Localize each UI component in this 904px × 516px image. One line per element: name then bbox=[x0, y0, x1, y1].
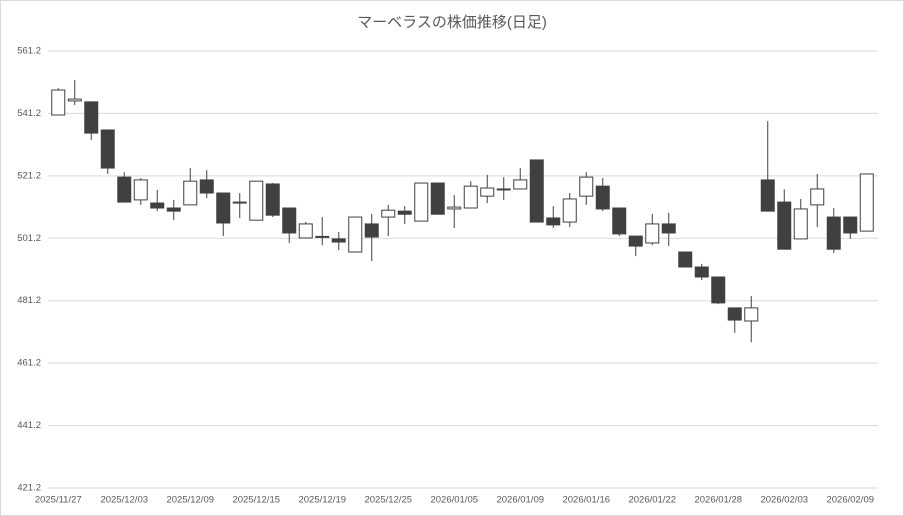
candle-body bbox=[513, 179, 528, 190]
candle-body bbox=[496, 188, 511, 191]
candle-body bbox=[579, 176, 594, 197]
candle-body bbox=[546, 217, 561, 226]
candle-body bbox=[265, 183, 280, 216]
candle-body bbox=[133, 179, 148, 201]
candle-body bbox=[216, 192, 231, 224]
x-tick-label: 2025/11/27 bbox=[35, 495, 82, 506]
candle-body bbox=[51, 89, 66, 116]
candle-body bbox=[447, 206, 462, 210]
candle-body bbox=[414, 182, 429, 222]
candle-body bbox=[562, 198, 577, 223]
candle-body bbox=[628, 235, 643, 247]
candle-body bbox=[777, 201, 792, 250]
candle-body bbox=[100, 129, 115, 169]
candle-body bbox=[843, 216, 858, 234]
x-tick-label: 2025/12/15 bbox=[232, 495, 280, 506]
candle-body bbox=[612, 207, 627, 235]
chart-title: マーベラスの株価推移(日足) bbox=[357, 14, 547, 31]
candle-body bbox=[232, 201, 247, 204]
x-tick-label: 2025/12/09 bbox=[166, 495, 214, 506]
x-tick-label: 2026/02/03 bbox=[760, 495, 808, 506]
candle-body bbox=[298, 223, 313, 239]
candle-body bbox=[381, 209, 396, 218]
candle-body bbox=[397, 210, 412, 215]
candle-body bbox=[282, 207, 297, 234]
candle-body bbox=[166, 207, 181, 212]
candle-body bbox=[661, 223, 676, 234]
candle-body bbox=[678, 251, 693, 268]
candle-body bbox=[826, 216, 841, 250]
y-tick-label: 461.2 bbox=[17, 358, 41, 369]
candle-body bbox=[529, 159, 544, 223]
candle-body bbox=[150, 202, 165, 209]
candle-body bbox=[331, 238, 346, 243]
candle-body bbox=[810, 188, 825, 206]
candle-body bbox=[694, 266, 709, 278]
x-tick-label: 2026/01/22 bbox=[628, 495, 676, 506]
candle-body bbox=[793, 208, 808, 240]
candle-body bbox=[199, 179, 214, 194]
y-tick-label: 481.2 bbox=[17, 295, 41, 306]
candle-body bbox=[744, 307, 759, 322]
candle-body bbox=[249, 180, 264, 221]
y-tick-label: 521.2 bbox=[17, 170, 41, 181]
candle-body bbox=[430, 182, 445, 215]
candle-body bbox=[645, 223, 660, 244]
candle-body bbox=[315, 235, 330, 238]
candle-body bbox=[84, 101, 99, 134]
x-tick-label: 2026/02/09 bbox=[826, 495, 874, 506]
candle-body bbox=[463, 185, 478, 209]
x-tick-label: 2026/01/28 bbox=[694, 495, 742, 506]
x-tick-label: 2025/12/03 bbox=[100, 495, 148, 506]
candle-body bbox=[711, 276, 726, 304]
x-tick-label: 2025/12/25 bbox=[364, 495, 412, 506]
candle-body bbox=[595, 185, 610, 210]
y-tick-label: 561.2 bbox=[17, 46, 41, 57]
candle-body bbox=[859, 173, 874, 232]
candle-body bbox=[183, 180, 198, 206]
x-tick-label: 2026/01/16 bbox=[562, 495, 610, 506]
candle-body bbox=[364, 223, 379, 238]
y-tick-label: 541.2 bbox=[17, 108, 41, 119]
x-tick-label: 2026/01/05 bbox=[430, 495, 478, 506]
x-tick-label: 2026/01/09 bbox=[496, 495, 544, 506]
y-tick-label: 421.2 bbox=[17, 483, 41, 494]
candle-body bbox=[480, 187, 495, 197]
candle-body bbox=[117, 176, 132, 203]
candle-body bbox=[348, 216, 363, 253]
candle-body bbox=[727, 307, 742, 321]
y-tick-label: 441.2 bbox=[17, 420, 41, 431]
y-tick-label: 501.2 bbox=[17, 233, 41, 244]
x-tick-label: 2025/12/19 bbox=[298, 495, 346, 506]
candle-body bbox=[760, 179, 775, 212]
candle-body bbox=[67, 98, 82, 102]
